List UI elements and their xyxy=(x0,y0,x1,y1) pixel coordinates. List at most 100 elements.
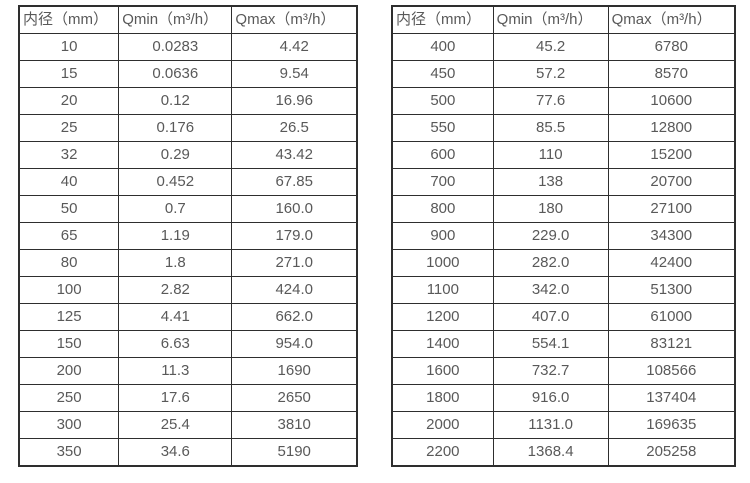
table-row: 1100 342.0 51300 xyxy=(391,276,736,304)
table-cell: 450 xyxy=(391,60,494,88)
table-cell: 700 xyxy=(391,168,494,196)
table-row: 800 180 27100 xyxy=(391,195,736,223)
table-cell: 1200 xyxy=(391,303,494,331)
table-cell: 550 xyxy=(391,114,494,142)
table-cell: 5190 xyxy=(231,438,358,467)
table-cell: 500 xyxy=(391,87,494,115)
table-row: 25 0.176 26.5 xyxy=(18,114,358,142)
table-cell: 1100 xyxy=(391,276,494,304)
table-cell: 50 xyxy=(18,195,120,223)
table-row: 450 57.2 8570 xyxy=(391,60,736,88)
table-cell: 43.42 xyxy=(231,141,358,169)
table-cell: 32 xyxy=(18,141,120,169)
table-cell: 0.176 xyxy=(118,114,233,142)
table-cell: 10 xyxy=(18,33,120,61)
table-row: 20 0.12 16.96 xyxy=(18,87,358,115)
table-cell: 8570 xyxy=(607,60,736,88)
table-cell: 1400 xyxy=(391,330,494,358)
table-cell: 160.0 xyxy=(231,195,358,223)
column-header: Qmin（m³/h） xyxy=(118,5,233,34)
table-cell: 1.19 xyxy=(118,222,233,250)
table-row: 350 34.6 5190 xyxy=(18,438,358,467)
table-cell: 169635 xyxy=(607,411,736,439)
table-cell: 12800 xyxy=(607,114,736,142)
table-cell: 34.6 xyxy=(118,438,233,467)
table-cell: 0.0283 xyxy=(118,33,233,61)
table-cell: 11.3 xyxy=(118,357,233,385)
table-row: 400 45.2 6780 xyxy=(391,33,736,61)
header-row: 内径（mm） Qmin（m³/h） Qmax（m³/h） xyxy=(18,5,358,34)
table-cell: 179.0 xyxy=(231,222,358,250)
table-cell: 25 xyxy=(18,114,120,142)
table-row: 1400 554.1 83121 xyxy=(391,330,736,358)
table-cell: 342.0 xyxy=(492,276,609,304)
table-cell: 45.2 xyxy=(492,33,609,61)
table-cell: 600 xyxy=(391,141,494,169)
table-cell: 1.8 xyxy=(118,249,233,277)
table-cell: 34300 xyxy=(607,222,736,250)
table-cell: 15 xyxy=(18,60,120,88)
table-row: 15 0.0636 9.54 xyxy=(18,60,358,88)
flow-table-large-diameters: 内径（mm） Qmin（m³/h） Qmax（m³/h） 400 45.2 6780 450… xyxy=(391,5,736,467)
table-cell: 51300 xyxy=(607,276,736,304)
table-row: 500 77.6 10600 xyxy=(391,87,736,115)
table-cell: 732.7 xyxy=(492,357,609,385)
header-row: 内径（mm） Qmin（m³/h） Qmax（m³/h） xyxy=(391,5,736,34)
table-cell: 2.82 xyxy=(118,276,233,304)
table-cell: 20700 xyxy=(607,168,736,196)
table-cell: 65 xyxy=(18,222,120,250)
table-row: 1200 407.0 61000 xyxy=(391,303,736,331)
table-cell: 77.6 xyxy=(492,87,609,115)
table-cell: 108566 xyxy=(607,357,736,385)
table-cell: 137404 xyxy=(607,384,736,412)
table-cell: 1800 xyxy=(391,384,494,412)
table-cell: 138 xyxy=(492,168,609,196)
table-cell: 85.5 xyxy=(492,114,609,142)
column-header: Qmax（m³/h） xyxy=(231,5,358,34)
table-cell: 6.63 xyxy=(118,330,233,358)
table-cell: 0.29 xyxy=(118,141,233,169)
table-cell: 4.42 xyxy=(231,33,358,61)
table-cell: 26.5 xyxy=(231,114,358,142)
table-row: 65 1.19 179.0 xyxy=(18,222,358,250)
table-cell: 205258 xyxy=(607,438,736,467)
table-cell: 954.0 xyxy=(231,330,358,358)
table-cell: 16.96 xyxy=(231,87,358,115)
table-row: 125 4.41 662.0 xyxy=(18,303,358,331)
table-cell: 10600 xyxy=(607,87,736,115)
table-cell: 25.4 xyxy=(118,411,233,439)
table-cell: 0.452 xyxy=(118,168,233,196)
table-cell: 15200 xyxy=(607,141,736,169)
table-row: 550 85.5 12800 xyxy=(391,114,736,142)
table-cell: 2000 xyxy=(391,411,494,439)
table-row: 600 110 15200 xyxy=(391,141,736,169)
column-header: 内径（mm） xyxy=(18,5,120,34)
table-row: 100 2.82 424.0 xyxy=(18,276,358,304)
table-row: 1800 916.0 137404 xyxy=(391,384,736,412)
table-row: 300 25.4 3810 xyxy=(18,411,358,439)
table-cell: 2650 xyxy=(231,384,358,412)
table-cell: 80 xyxy=(18,249,120,277)
table-cell: 407.0 xyxy=(492,303,609,331)
table-cell: 4.41 xyxy=(118,303,233,331)
table-cell: 150 xyxy=(18,330,120,358)
table-cell: 0.0636 xyxy=(118,60,233,88)
column-header: 内径（mm） xyxy=(391,5,494,34)
table-cell: 1000 xyxy=(391,249,494,277)
table-cell: 6780 xyxy=(607,33,736,61)
table-cell: 9.54 xyxy=(231,60,358,88)
table-cell: 27100 xyxy=(607,195,736,223)
table-row: 50 0.7 160.0 xyxy=(18,195,358,223)
table-cell: 200 xyxy=(18,357,120,385)
table-row: 1000 282.0 42400 xyxy=(391,249,736,277)
table-cell: 554.1 xyxy=(492,330,609,358)
table-cell: 20 xyxy=(18,87,120,115)
table-cell: 42400 xyxy=(607,249,736,277)
table-cell: 662.0 xyxy=(231,303,358,331)
table-row: 2000 1131.0 169635 xyxy=(391,411,736,439)
table-row: 200 11.3 1690 xyxy=(18,357,358,385)
table-cell: 250 xyxy=(18,384,120,412)
column-header: Qmax（m³/h） xyxy=(607,5,736,34)
table-cell: 0.12 xyxy=(118,87,233,115)
table-row: 900 229.0 34300 xyxy=(391,222,736,250)
